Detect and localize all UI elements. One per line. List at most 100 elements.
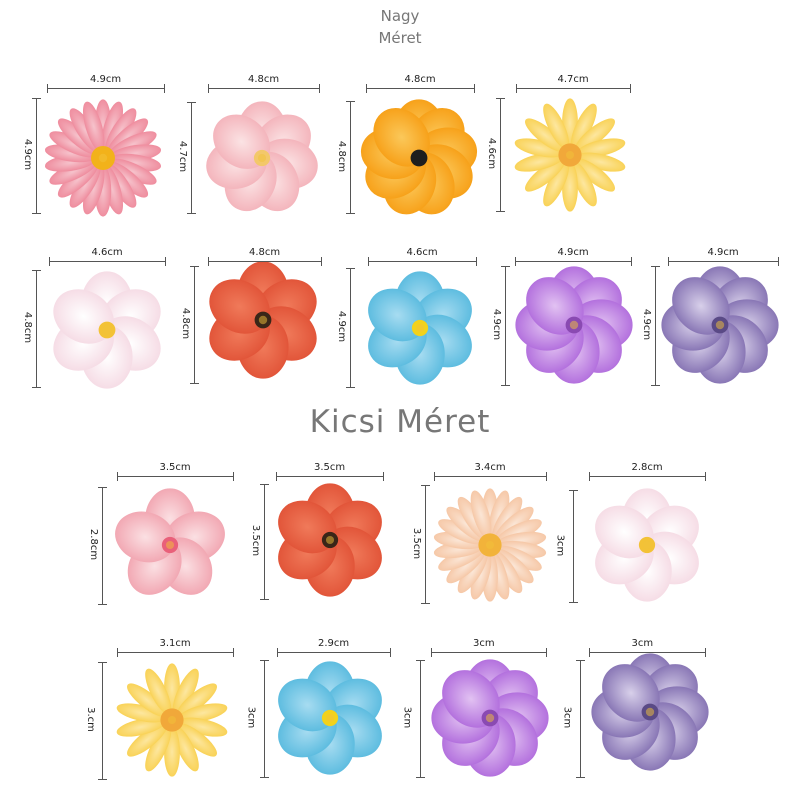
- height-label: 3.5cm: [250, 524, 262, 557]
- height-label: 3cm: [554, 534, 566, 556]
- flower-center-dot: [98, 153, 108, 163]
- width-dimension-line: [368, 257, 477, 266]
- flower-center-dot: [715, 320, 725, 330]
- width-label: 3cm: [631, 638, 654, 649]
- yellow-daisy-icon: [514, 98, 626, 212]
- height-label: 2.8cm: [88, 528, 100, 561]
- width-label: 4.8cm: [249, 247, 281, 258]
- large-size-title: Nagy Méret: [0, 5, 800, 49]
- large-size-title-line1: Nagy: [380, 7, 420, 25]
- width-label: 2.8cm: [631, 462, 663, 473]
- width-dimension-line: [47, 84, 165, 93]
- small-size-title: Kicsi Méret: [309, 404, 491, 440]
- width-label: 3cm: [473, 638, 495, 649]
- height-label: 4.9cm: [491, 308, 503, 341]
- width-dimension-line: [515, 257, 632, 266]
- flower-center-dot: [165, 540, 175, 550]
- flower-center: [410, 149, 428, 167]
- purple-flower-small-icon: [431, 659, 549, 777]
- flower-center-dot: [325, 713, 335, 723]
- width-label: 3.1cm: [159, 638, 191, 649]
- lavender-flower-small-icon: [591, 653, 709, 771]
- width-label: 4.8cm: [404, 74, 436, 85]
- height-dimension-line: [190, 266, 199, 384]
- width-label: 4.7cm: [557, 74, 589, 85]
- height-label: 4.7cm: [177, 140, 189, 173]
- height-dimension-line: [32, 98, 41, 214]
- height-dimension-line: [346, 268, 355, 388]
- height-label: 3cm: [401, 706, 413, 729]
- width-label: 4.8cm: [248, 74, 280, 85]
- orange-flower-icon: [360, 99, 478, 215]
- width-label: 4.9cm: [707, 247, 739, 258]
- height-dimension-line: [421, 485, 430, 604]
- flower-center-dot: [642, 540, 652, 550]
- flower-center-dot: [167, 715, 177, 725]
- blue-anemone-small-icon: [278, 661, 382, 775]
- height-label: 4.9cm: [336, 310, 348, 343]
- width-dimension-line: [366, 84, 475, 93]
- height-label: 4.9cm: [641, 308, 653, 341]
- height-dimension-line: [569, 490, 578, 603]
- height-dimension-line: [576, 660, 585, 778]
- red-flower-small-icon: [278, 483, 382, 597]
- white-cosmos-small-icon: [595, 488, 699, 602]
- pink-hibiscus-icon: [115, 488, 225, 595]
- width-dimension-line: [434, 472, 547, 481]
- flower-center-dot: [485, 713, 495, 723]
- pink-peony-icon: [206, 101, 318, 212]
- flower-center-dot: [258, 315, 268, 325]
- blue-anemone-icon: [368, 271, 472, 385]
- width-dimension-line: [208, 84, 320, 93]
- width-label: 4.6cm: [91, 247, 123, 258]
- flower-center-dot: [325, 535, 335, 545]
- pink-daisy-icon: [44, 99, 162, 217]
- width-dimension-line: [589, 648, 706, 657]
- flower-center-dot: [257, 153, 267, 163]
- width-label: 3.5cm: [159, 462, 191, 473]
- width-label: 2.9cm: [318, 638, 350, 649]
- height-label: 4.8cm: [22, 311, 34, 344]
- height-dimension-line: [32, 270, 41, 388]
- height-dimension-line: [416, 660, 425, 778]
- height-label: 4.9cm: [22, 138, 34, 171]
- flower-center-dot: [102, 325, 112, 335]
- lavender-flower-icon: [661, 266, 779, 384]
- height-label: 4.6cm: [486, 137, 498, 170]
- width-dimension-line: [117, 472, 234, 481]
- width-label: 4.9cm: [90, 74, 122, 85]
- large-size-title-line2: Méret: [378, 29, 422, 47]
- width-dimension-line: [117, 648, 234, 657]
- flower-center-dot: [569, 320, 579, 330]
- width-label: 3.5cm: [314, 462, 346, 473]
- width-label: 4.6cm: [406, 247, 438, 258]
- height-dimension-line: [260, 484, 269, 600]
- height-dimension-line: [260, 660, 269, 778]
- height-label: 3.cm: [84, 707, 96, 732]
- width-dimension-line: [668, 257, 779, 266]
- height-label: 3cm: [561, 706, 573, 729]
- height-label: 3cm: [245, 706, 257, 729]
- width-dimension-line: [208, 257, 322, 266]
- flower-center-dot: [415, 323, 425, 333]
- white-cosmos-icon: [53, 271, 161, 389]
- flower-center-dot: [645, 707, 655, 717]
- yellow-daisy-small-icon: [116, 663, 228, 777]
- height-dimension-line: [651, 266, 660, 386]
- height-dimension-line: [496, 98, 505, 212]
- width-dimension-line: [277, 648, 391, 657]
- height-label: 3.5cm: [411, 527, 423, 559]
- peach-daisy-icon: [433, 488, 547, 602]
- flower-center-dot: [485, 540, 495, 550]
- flower-center-dot: [565, 150, 575, 160]
- height-label: 4.8cm: [336, 140, 348, 172]
- width-dimension-line: [516, 84, 631, 93]
- height-dimension-line: [98, 662, 107, 780]
- width-dimension-line: [431, 648, 547, 657]
- height-dimension-line: [501, 266, 510, 386]
- height-dimension-line: [346, 101, 355, 214]
- width-dimension-line: [589, 472, 706, 481]
- height-dimension-line: [98, 487, 107, 605]
- height-dimension-line: [187, 102, 196, 214]
- width-dimension-line: [276, 472, 384, 481]
